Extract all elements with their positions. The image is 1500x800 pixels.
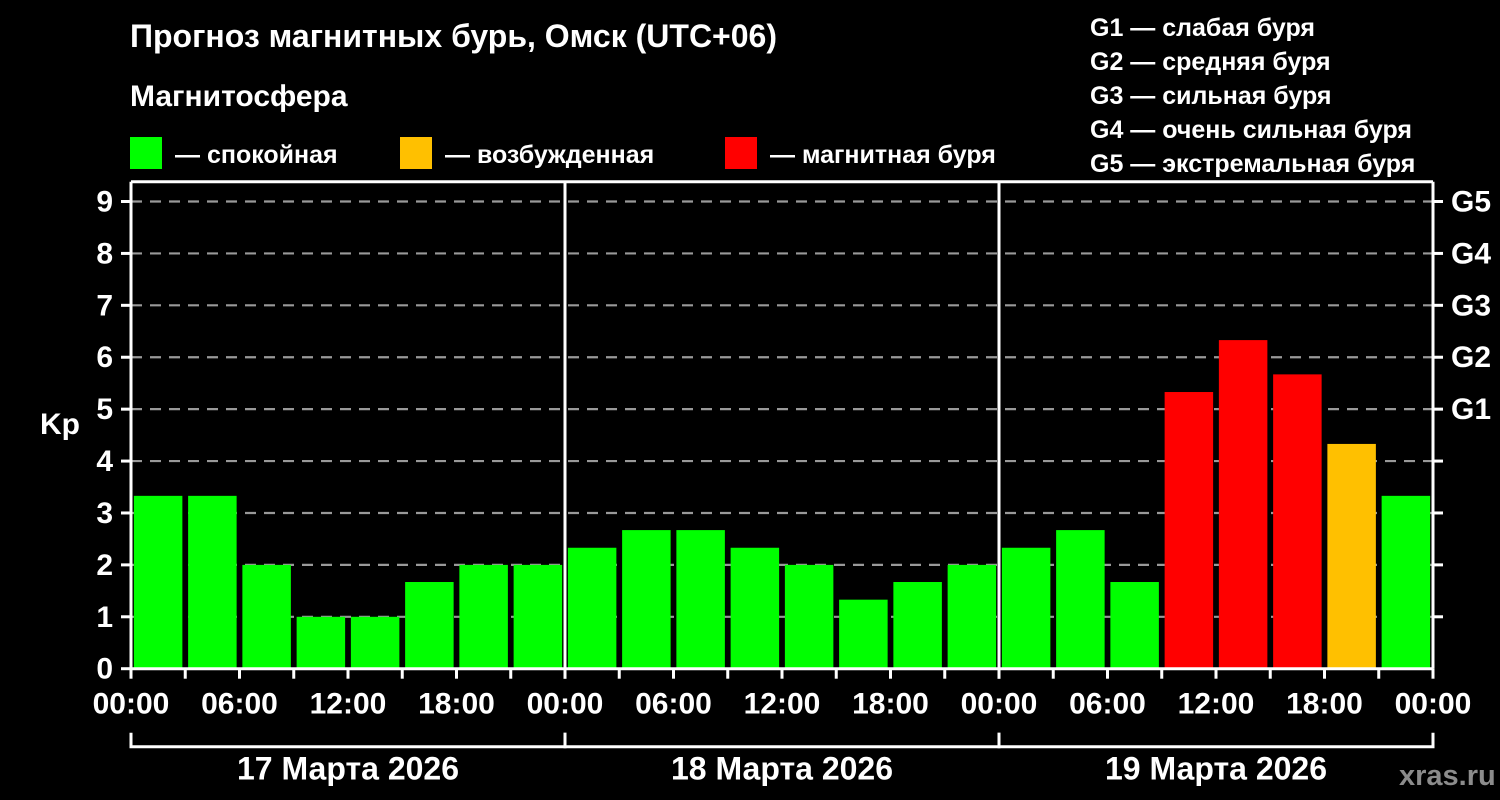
- svg-text:19 Марта 2026: 19 Марта 2026: [1105, 751, 1327, 787]
- svg-text:12:00: 12:00: [744, 688, 821, 721]
- svg-text:00:00: 00:00: [961, 688, 1038, 721]
- svg-text:0: 0: [96, 653, 113, 686]
- svg-text:06:00: 06:00: [201, 688, 278, 721]
- svg-text:9: 9: [96, 186, 113, 219]
- svg-text:1: 1: [96, 601, 113, 634]
- svg-text:00:00: 00:00: [1395, 688, 1472, 721]
- svg-text:18:00: 18:00: [418, 688, 495, 721]
- svg-text:18:00: 18:00: [852, 688, 929, 721]
- svg-text:6: 6: [96, 341, 113, 374]
- svg-text:7: 7: [96, 289, 113, 322]
- svg-text:00:00: 00:00: [93, 688, 170, 721]
- svg-text:G2: G2: [1451, 341, 1491, 374]
- svg-text:12:00: 12:00: [310, 688, 387, 721]
- svg-text:5: 5: [96, 393, 113, 426]
- svg-text:18:00: 18:00: [1286, 688, 1363, 721]
- svg-text:18 Марта 2026: 18 Марта 2026: [671, 751, 893, 787]
- svg-text:Kp: Kp: [40, 408, 80, 441]
- svg-text:8: 8: [96, 237, 113, 270]
- svg-text:00:00: 00:00: [527, 688, 604, 721]
- svg-text:06:00: 06:00: [1069, 688, 1146, 721]
- svg-text:17 Марта 2026: 17 Марта 2026: [237, 751, 459, 787]
- svg-text:06:00: 06:00: [635, 688, 712, 721]
- svg-text:G5: G5: [1451, 186, 1491, 219]
- svg-text:G4: G4: [1451, 237, 1491, 270]
- svg-text:12:00: 12:00: [1178, 688, 1255, 721]
- svg-text:3: 3: [96, 497, 113, 530]
- svg-text:2: 2: [96, 549, 113, 582]
- svg-text:4: 4: [96, 445, 113, 478]
- svg-text:G3: G3: [1451, 289, 1491, 322]
- svg-text:G1: G1: [1451, 393, 1491, 426]
